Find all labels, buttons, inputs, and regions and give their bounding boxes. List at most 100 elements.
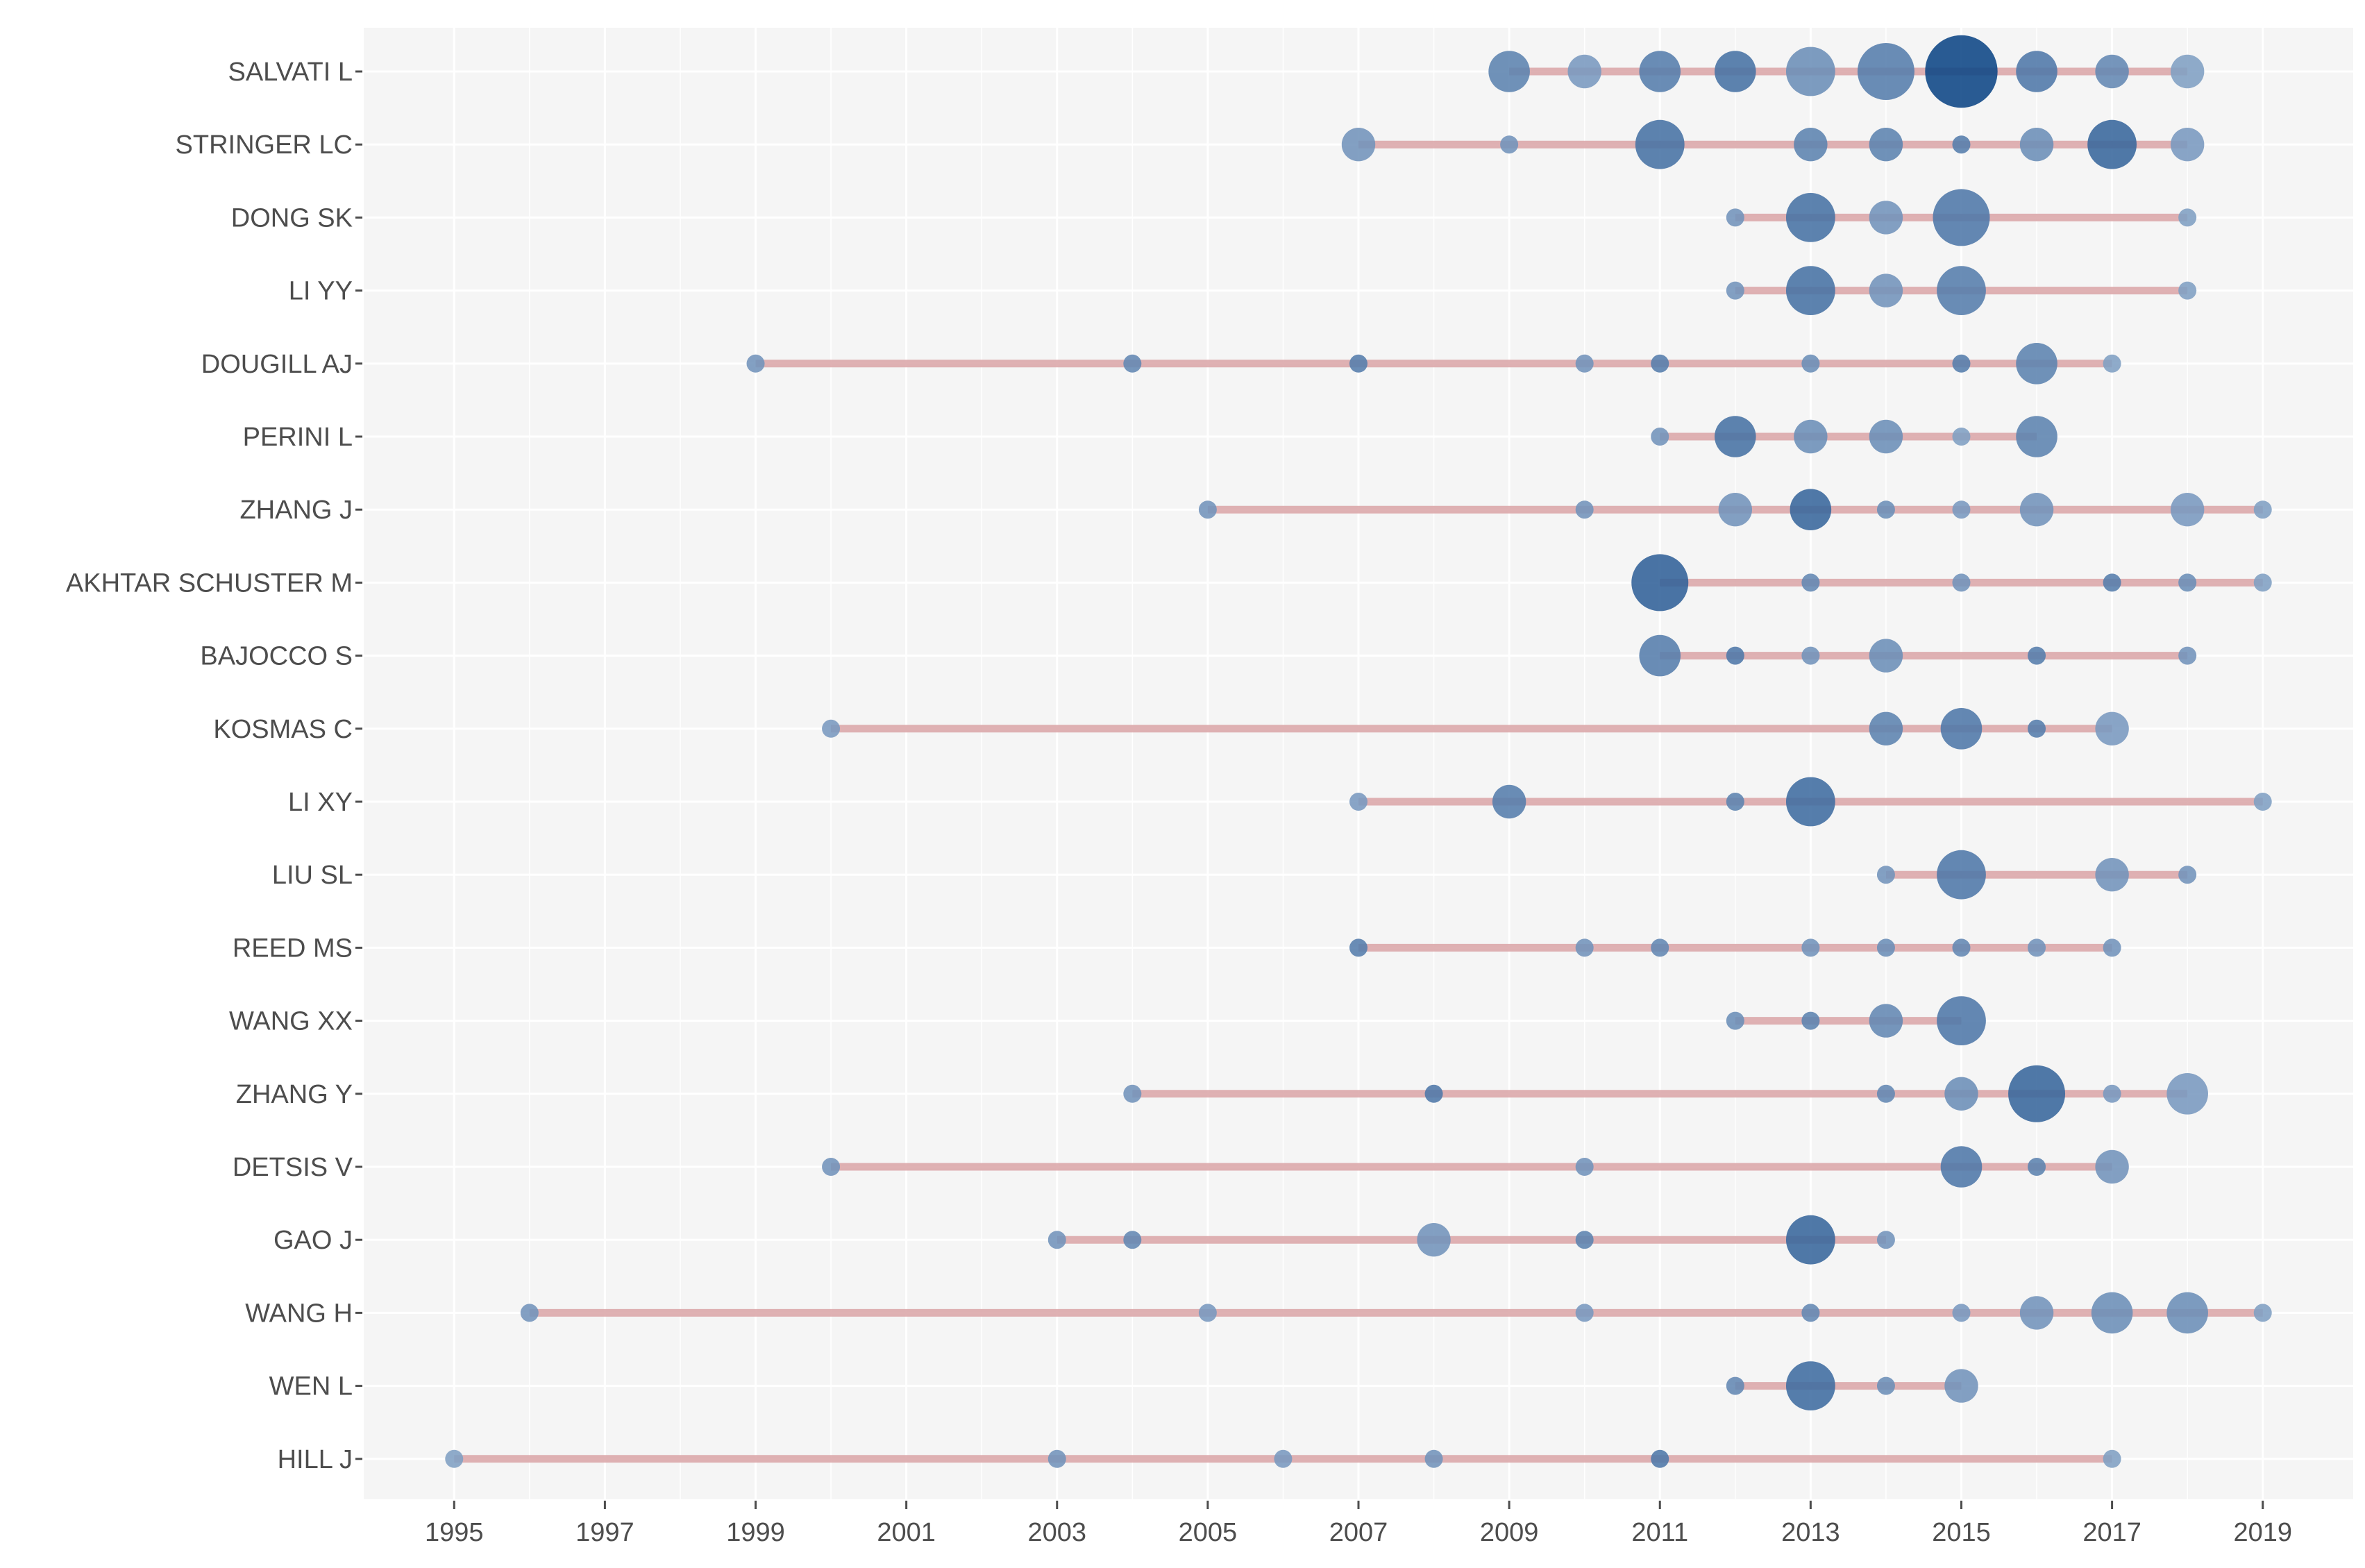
bubble-point	[2016, 51, 2057, 92]
bubble-point	[1790, 489, 1832, 530]
x-tick-label: 2015	[1932, 1518, 1991, 1547]
bubble-point	[2095, 711, 2129, 746]
bubble-point	[1933, 189, 1990, 246]
bubble-point	[1801, 1011, 1820, 1030]
bubble-point	[1341, 128, 1376, 162]
bubble-point	[2095, 1149, 2129, 1184]
bubble-point	[1726, 1376, 1744, 1395]
bubble-point	[1785, 193, 1835, 242]
x-axis: 1995 1997 1999 2001 2003 2005 2007 2009 2011 2013…	[425, 1501, 2292, 1547]
x-tick-label: 2011	[1631, 1518, 1688, 1547]
bubble-point	[1123, 1084, 1142, 1103]
bubble-point	[1940, 708, 1983, 750]
x-tick-label: 1995	[425, 1518, 484, 1547]
bubble-point	[1952, 428, 1971, 446]
bubble-point	[1631, 554, 1689, 612]
bubble-point	[1726, 646, 1744, 665]
x-tick-label: 1999	[726, 1518, 785, 1547]
bubble-point	[2016, 343, 2057, 385]
bubble-point	[1801, 646, 1820, 665]
y-tick-label: HILL J	[278, 1445, 353, 1474]
bubble-point	[1937, 850, 1986, 900]
bubble-point	[1785, 1361, 1835, 1410]
y-tick-label: KOSMAS C	[213, 715, 353, 744]
bubble-point	[2095, 858, 2129, 892]
bubble-point	[1876, 938, 1895, 957]
bubble-point	[2178, 646, 2197, 665]
bubble-point	[1876, 1376, 1895, 1395]
y-tick-label: DOUGILL AJ	[201, 350, 353, 379]
bubble-point	[1123, 354, 1142, 373]
x-tick-label: 2005	[1179, 1518, 1238, 1547]
bubble-point	[1718, 493, 1753, 527]
bubble-point	[2178, 866, 2197, 884]
bubble-point	[746, 354, 765, 373]
bubble-point	[1952, 354, 1971, 373]
bubble-point	[1876, 1231, 1895, 1249]
bubble-point	[1937, 996, 1986, 1045]
bubble-point	[1869, 711, 1903, 746]
y-tick-label: ZHANG Y	[236, 1080, 353, 1109]
bubble-point	[2170, 493, 2205, 527]
bubble-point	[2028, 1158, 2046, 1176]
y-tick-label: AKHTAR SCHUSTER M	[66, 568, 353, 598]
y-tick-label: SALVATI L	[228, 58, 353, 87]
bubble-point	[2178, 208, 2197, 227]
bubble-point	[1424, 1084, 1443, 1103]
bubble-point	[2019, 1296, 2054, 1330]
bubble-point	[1876, 1084, 1895, 1103]
bubble-point	[2253, 573, 2272, 592]
bubble-point	[1575, 500, 1594, 519]
y-tick-label: GAO J	[273, 1226, 353, 1255]
bubble-point	[1876, 500, 1895, 519]
bubble-point	[1349, 354, 1367, 373]
y-tick-label: WEN L	[269, 1372, 353, 1401]
y-tick-label: BAJOCCO S	[200, 642, 353, 671]
bubble-point	[1349, 938, 1367, 957]
bubble-point	[2170, 54, 2205, 89]
bubble-point	[2087, 119, 2137, 169]
y-tick-label: ZHANG J	[239, 496, 353, 525]
bubble-point	[1488, 51, 1530, 92]
x-tick-label: 2001	[877, 1518, 936, 1547]
bubble-point	[2091, 1292, 2133, 1334]
bubble-point	[1492, 784, 1526, 819]
bubble-point	[1198, 500, 1217, 519]
bubble-point	[1869, 128, 1903, 162]
bubble-point	[2178, 281, 2197, 300]
bubble-point	[1944, 1077, 1978, 1111]
bubble-point	[1726, 793, 1744, 811]
bubble-point	[1785, 1215, 1835, 1265]
bubble-point	[1715, 51, 1756, 92]
bubble-point	[1801, 573, 1820, 592]
bubble-point	[1651, 428, 1669, 446]
bubble-point	[1801, 1304, 1820, 1322]
x-tick-label: 2013	[1781, 1518, 1840, 1547]
bubble-point	[1794, 419, 1828, 454]
bubble-point	[2008, 1065, 2066, 1122]
y-tick-label: LI YY	[289, 277, 353, 306]
bubble-point	[1876, 866, 1895, 884]
bubble-point	[2028, 938, 2046, 957]
y-tick-label: DETSIS V	[233, 1153, 353, 1182]
bubble-point	[1869, 273, 1903, 307]
bubble-point	[1575, 1158, 1594, 1176]
bubble-point	[1123, 1231, 1142, 1249]
bubble-point	[1651, 354, 1669, 373]
bubble-point	[2166, 1292, 2208, 1334]
y-tick-label: PERINI L	[243, 423, 353, 452]
bubble-point	[1794, 128, 1828, 162]
y-tick-label: DONG SK	[231, 203, 353, 233]
bubble-point	[2253, 500, 2272, 519]
bubble-points	[445, 35, 2272, 1468]
bubble-point	[2103, 1084, 2121, 1103]
bubble-point	[2019, 128, 2054, 162]
x-tick-label: 2019	[2233, 1518, 2292, 1547]
x-tick-label: 2009	[1480, 1518, 1539, 1547]
bubble-point	[1349, 793, 1367, 811]
bubble-point	[2028, 646, 2046, 665]
bubble-point	[2103, 938, 2121, 957]
x-tick-label: 1997	[575, 1518, 634, 1547]
bubble-point	[822, 1158, 841, 1176]
bubble-point	[1952, 500, 1971, 519]
